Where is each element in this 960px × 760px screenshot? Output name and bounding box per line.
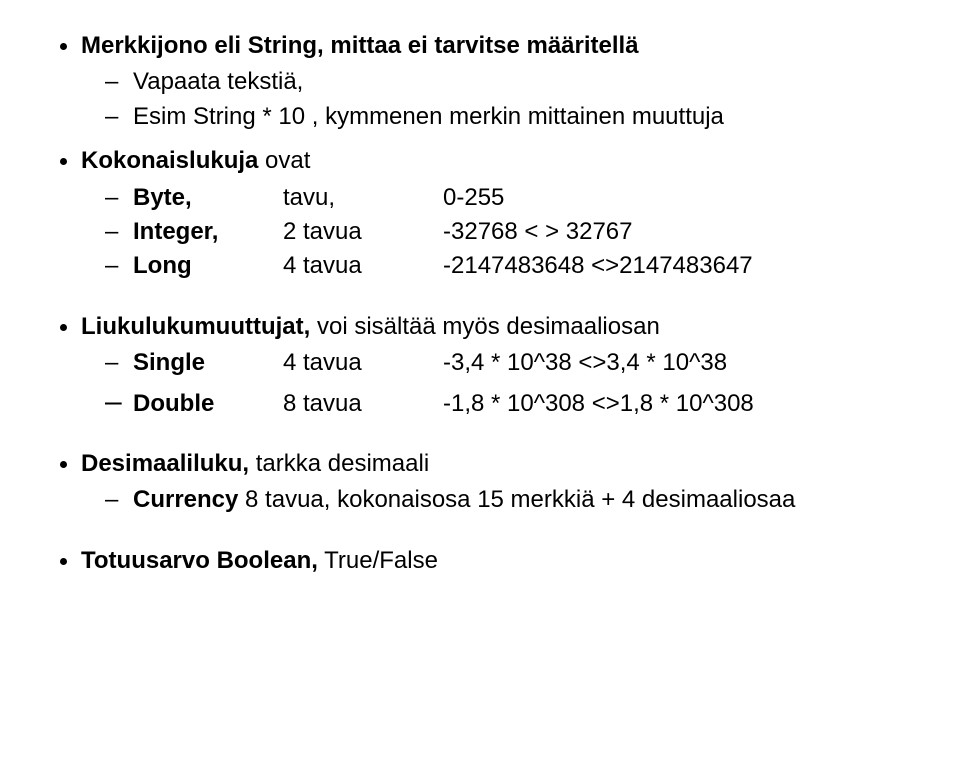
section1-item-text: Vapaata tekstiä, <box>133 66 920 98</box>
dash-icon: – <box>105 182 123 214</box>
section1-item: – Vapaata tekstiä, <box>105 66 920 98</box>
section4-title: Desimaaliluku, tarkka desimaali <box>81 448 429 480</box>
document-page: Merkkijono eli String, mittaa ei tarvits… <box>0 0 960 601</box>
type-range: -1,8 * 10^308 <>1,8 * 10^308 <box>443 388 920 420</box>
section3-heading: Liukulukumuuttujat, voi sisältää myös de… <box>60 311 920 343</box>
type-name: Integer, <box>133 216 283 248</box>
type-row: Long 4 tavua -2147483648 <>2147483647 <box>133 250 920 282</box>
section2-row: – Long 4 tavua -2147483648 <>2147483647 <box>105 250 920 282</box>
bullet-dot-icon <box>60 324 67 331</box>
type-row: Integer, 2 tavua -32768 < > 32767 <box>133 216 920 248</box>
type-size: 4 tavua <box>283 347 443 379</box>
bullet-dot-icon <box>60 461 67 468</box>
section1-item: – Esim String * 10 , kymmenen merkin mit… <box>105 101 920 133</box>
section3-row: – Double 8 tavua -1,8 * 10^308 <>1,8 * 1… <box>105 388 920 420</box>
type-range: -32768 < > 32767 <box>443 216 920 248</box>
type-size: tavu, <box>283 182 443 214</box>
section5-title-bold: Totuusarvo Boolean, <box>81 547 318 574</box>
section2-title-bold: Kokonaislukuja <box>81 147 258 174</box>
section3-row: – Single 4 tavua -3,4 * 10^38 <>3,4 * 10… <box>105 347 920 379</box>
dash-icon: – <box>105 347 123 379</box>
section2-heading: Kokonaislukuja ovat <box>60 145 920 177</box>
dash-icon: – <box>105 250 123 282</box>
section1-item-text: Esim String * 10 , kymmenen merkin mitta… <box>133 101 920 133</box>
type-row: Byte, tavu, 0-255 <box>133 182 920 214</box>
section5-heading: Totuusarvo Boolean, True/False <box>60 545 920 577</box>
dash-icon: – <box>105 484 123 516</box>
section4-title-rest: tarkka desimaali <box>249 450 429 477</box>
dash-icon: – <box>105 101 123 133</box>
section3-title: Liukulukumuuttujat, voi sisältää myös de… <box>81 311 660 343</box>
bullet-dot-icon <box>60 43 67 50</box>
type-name: Long <box>133 250 283 282</box>
section1-heading: Merkkijono eli String, mittaa ei tarvits… <box>60 30 920 62</box>
dash-icon: – <box>105 388 123 415</box>
type-size: 4 tavua <box>283 250 443 282</box>
type-range: 0-255 <box>443 182 920 214</box>
type-name: Single <box>133 347 283 379</box>
type-row: Double 8 tavua -1,8 * 10^308 <>1,8 * 10^… <box>133 388 920 420</box>
section2-row: – Byte, tavu, 0-255 <box>105 182 920 214</box>
section5-title: Totuusarvo Boolean, True/False <box>81 545 438 577</box>
section3-title-rest: voi sisältää myös desimaaliosan <box>310 313 660 340</box>
section2-title: Kokonaislukuja ovat <box>81 145 310 177</box>
type-rest: 8 tavua, kokonaisosa 15 merkkiä + 4 desi… <box>238 486 795 513</box>
section4-item: – Currency 8 tavua, kokonaisosa 15 merkk… <box>105 484 920 516</box>
section5-title-rest: True/False <box>318 547 438 574</box>
section2-row: – Integer, 2 tavua -32768 < > 32767 <box>105 216 920 248</box>
type-size: 8 tavua <box>283 388 443 420</box>
bullet-dot-icon <box>60 558 67 565</box>
type-range: -2147483648 <>2147483647 <box>443 250 920 282</box>
type-size: 2 tavua <box>283 216 443 248</box>
section2-title-rest: ovat <box>258 147 310 174</box>
section4-title-bold: Desimaaliluku, <box>81 450 249 477</box>
section4-heading: Desimaaliluku, tarkka desimaali <box>60 448 920 480</box>
section4-item-text: Currency 8 tavua, kokonaisosa 15 merkkiä… <box>133 484 920 516</box>
section1-title: Merkkijono eli String, mittaa ei tarvits… <box>81 30 639 62</box>
type-name: Byte, <box>133 182 283 214</box>
section1-title-rest: mittaa ei tarvitse määritellä <box>324 32 639 59</box>
dash-icon: – <box>105 66 123 98</box>
section1-title-bold: Merkkijono eli String, <box>81 32 324 59</box>
dash-icon: – <box>105 216 123 248</box>
bullet-dot-icon <box>60 158 67 165</box>
type-range: -3,4 * 10^38 <>3,4 * 10^38 <box>443 347 920 379</box>
type-name: Currency <box>133 486 238 513</box>
section3-title-bold: Liukulukumuuttujat, <box>81 313 310 340</box>
type-name: Double <box>133 388 283 420</box>
type-row: Single 4 tavua -3,4 * 10^38 <>3,4 * 10^3… <box>133 347 920 379</box>
